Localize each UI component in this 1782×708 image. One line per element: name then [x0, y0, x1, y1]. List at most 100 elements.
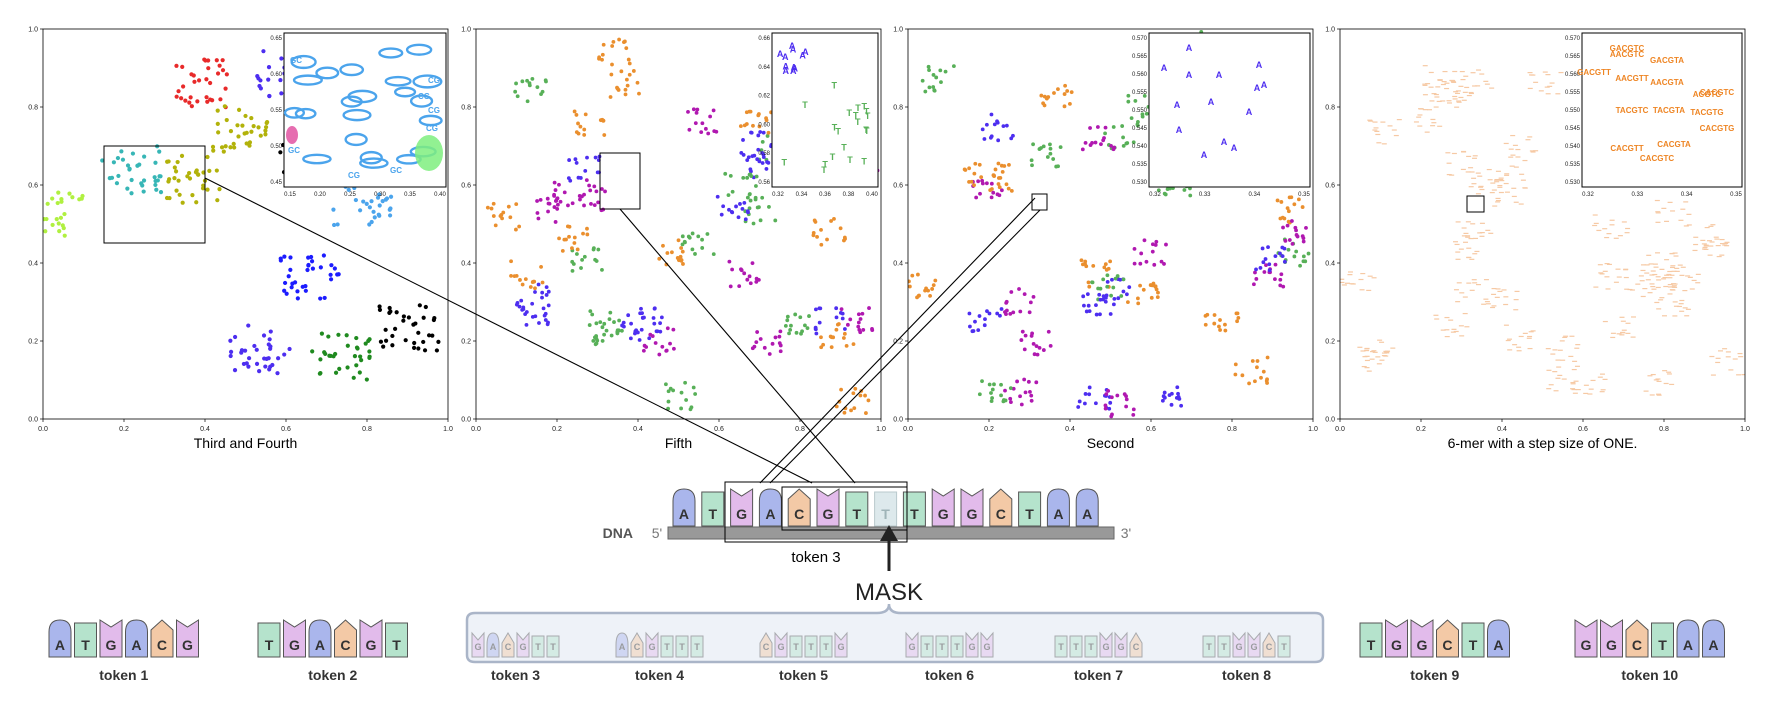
point-mark — [738, 124, 743, 129]
point-mark — [129, 191, 134, 196]
point-mark — [354, 363, 359, 368]
nucleotide-shape — [1600, 619, 1623, 658]
cluster — [1357, 339, 1390, 362]
point-mark — [1253, 379, 1257, 384]
point-mark — [756, 113, 761, 118]
nucleotide-letter: T — [535, 642, 541, 652]
inset-point-label: T — [802, 100, 808, 110]
point-mark — [236, 107, 242, 113]
point-mark — [1139, 251, 1144, 256]
point-mark — [755, 330, 760, 334]
point-mark — [276, 356, 281, 361]
point-mark — [749, 130, 754, 135]
point-mark — [627, 61, 632, 66]
point-mark — [1592, 214, 1598, 216]
point-mark — [430, 333, 435, 338]
point-mark — [44, 216, 49, 222]
point-mark — [1516, 346, 1522, 348]
point-mark — [514, 202, 519, 207]
point-mark — [1547, 85, 1553, 87]
nucleotide-letter: T — [954, 642, 960, 652]
point-mark — [615, 328, 620, 333]
cluster — [839, 306, 875, 335]
point-mark — [179, 153, 185, 158]
nucleotide-A: A — [308, 619, 332, 658]
point-mark — [1522, 159, 1528, 162]
point-mark — [174, 63, 179, 68]
point-mark — [485, 205, 490, 210]
inset-point-label: T — [832, 80, 838, 90]
cluster — [1487, 165, 1526, 191]
point-mark — [1656, 393, 1662, 395]
point-mark — [266, 65, 272, 70]
inset-x-tick-label: 0.35 — [404, 192, 416, 198]
point-mark — [215, 198, 220, 203]
cluster — [1079, 258, 1113, 289]
point-mark — [856, 320, 861, 325]
point-mark — [1029, 398, 1034, 403]
point-mark — [1212, 321, 1217, 326]
nucleotide-letter: G — [1117, 642, 1124, 652]
point-mark — [1718, 350, 1724, 352]
point-mark — [589, 201, 593, 206]
point-mark — [829, 345, 834, 350]
point-mark — [1018, 394, 1022, 399]
inset-point-label: TACGTG — [1690, 108, 1723, 117]
point-mark — [637, 338, 642, 342]
point-mark — [746, 155, 751, 160]
nucleotide-shape — [1099, 631, 1113, 658]
point-mark — [1093, 140, 1098, 145]
inset-x-tick-label: 0.40 — [434, 192, 446, 198]
point-mark — [666, 399, 671, 404]
point-mark — [756, 147, 761, 152]
point-mark — [263, 364, 268, 369]
inset-point-label: A — [1201, 150, 1208, 160]
point-mark — [719, 212, 724, 217]
point-mark — [1479, 73, 1485, 75]
point-mark — [1661, 278, 1667, 280]
cluster — [1422, 79, 1462, 103]
point-mark — [1454, 106, 1460, 108]
point-mark — [927, 85, 932, 90]
faded-nucleotide: T — [789, 635, 803, 658]
point-mark — [592, 203, 597, 207]
nucleotide-letter: G — [474, 642, 481, 652]
point-mark — [834, 404, 839, 409]
point-mark — [1372, 121, 1378, 123]
point-mark — [1441, 81, 1447, 83]
point-mark — [1490, 182, 1496, 184]
point-mark — [1525, 139, 1531, 141]
point-mark — [1715, 244, 1721, 247]
point-mark — [819, 242, 824, 247]
y-tick-label: 0.6 — [1325, 183, 1335, 190]
point-mark — [1037, 345, 1042, 350]
point-mark — [1708, 225, 1714, 227]
point-mark — [27, 204, 31, 208]
point-mark — [671, 388, 676, 393]
point-mark — [422, 348, 428, 353]
point-mark — [1519, 173, 1525, 175]
point-mark — [223, 86, 228, 91]
point-mark — [745, 195, 750, 200]
point-mark — [286, 274, 291, 279]
inset-x-tick-label: 0.36 — [819, 192, 831, 198]
point-mark — [983, 317, 987, 322]
point-mark — [543, 311, 548, 316]
point-mark — [364, 377, 369, 382]
point-mark — [434, 348, 439, 353]
point-mark — [1465, 236, 1471, 238]
nucleotide-letter: G — [777, 642, 784, 652]
point-mark — [829, 219, 833, 223]
nucleotide-shape — [701, 491, 725, 527]
cluster — [739, 150, 777, 180]
point-mark — [1425, 83, 1431, 85]
point-mark — [224, 117, 229, 123]
point-mark — [1610, 332, 1616, 334]
inset-frame — [771, 32, 879, 188]
point-mark — [837, 399, 842, 404]
point-mark — [1498, 191, 1504, 194]
point-mark — [1019, 402, 1024, 407]
point-mark — [1103, 406, 1108, 411]
point-mark — [235, 123, 240, 128]
cluster — [783, 312, 811, 336]
